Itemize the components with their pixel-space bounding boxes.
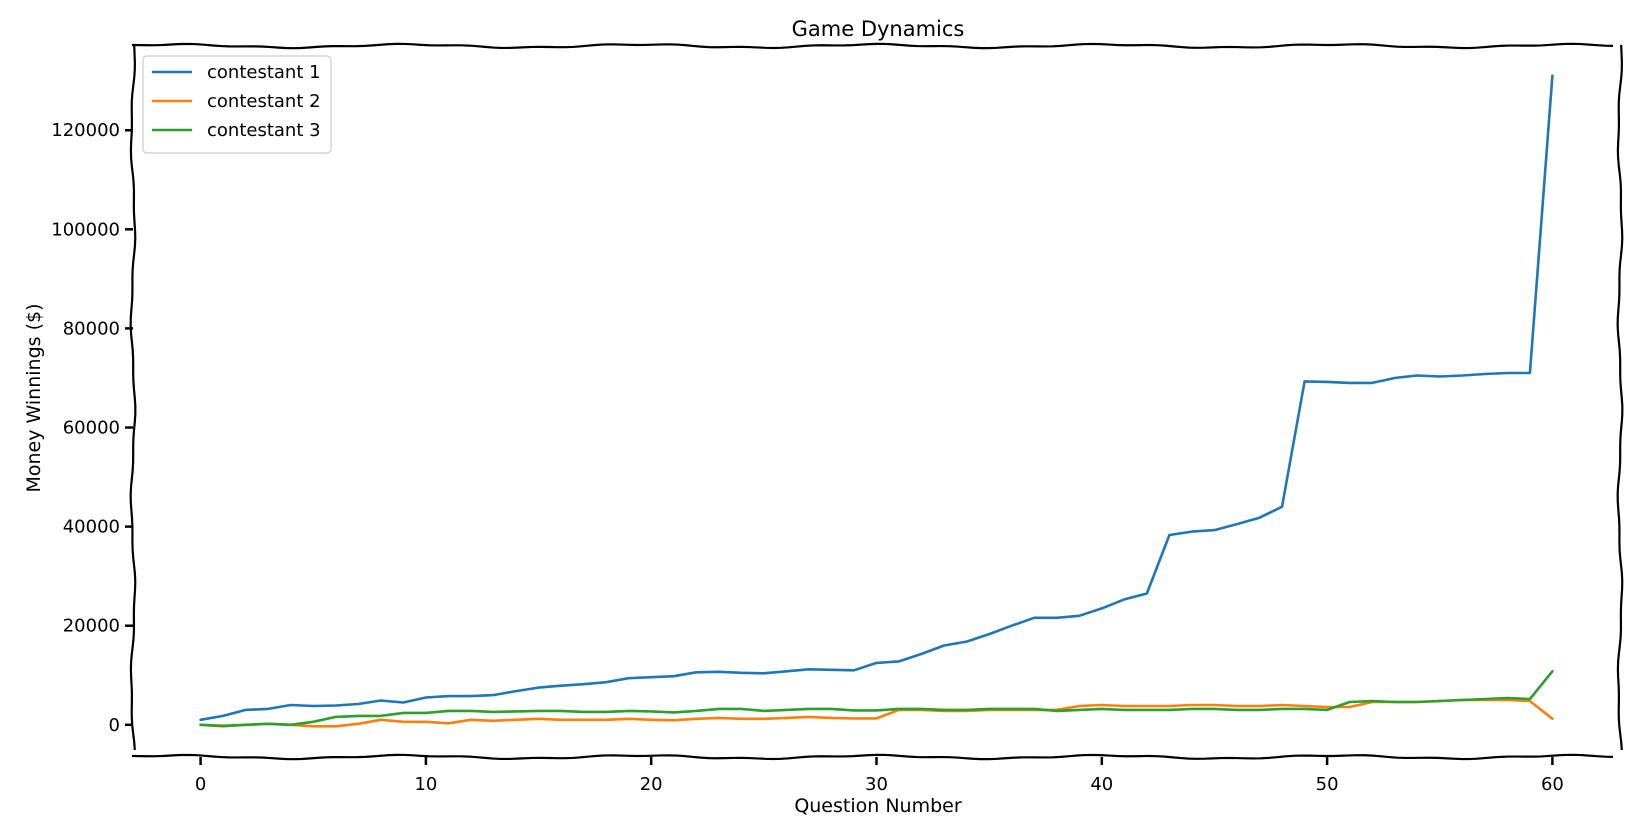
chart-title: Game Dynamics	[792, 17, 965, 41]
legend-label: contestant 2	[207, 91, 321, 112]
y-tick-label: 0	[109, 715, 120, 736]
x-tick-label: 40	[1090, 774, 1113, 795]
y-tick-label: 100000	[51, 219, 120, 240]
frame-right	[1616, 44, 1624, 751]
legend-label: contestant 1	[207, 62, 321, 83]
y-axis-ticks: 0 20000 40000 60000 80000 100000 120000	[51, 120, 133, 736]
x-tick-label: 50	[1316, 774, 1339, 795]
frame-bottom	[131, 753, 1614, 761]
x-tick-label: 30	[865, 774, 888, 795]
y-tick-label: 40000	[63, 517, 120, 538]
series-line-contestant-3	[199, 669, 1554, 728]
frame-top	[131, 42, 1614, 50]
frame-left	[129, 44, 137, 751]
y-axis-label: Money Winnings ($)	[23, 304, 45, 493]
y-tick-label: 60000	[63, 418, 120, 439]
series-line-contestant-2	[199, 698, 1554, 728]
legend: contestant 1 contestant 2 contestant 3	[142, 55, 332, 154]
legend-label: contestant 3	[207, 120, 321, 141]
x-axis-ticks: 0 10 20 30 40 50 60	[195, 757, 1564, 795]
x-tick-label: 10	[414, 774, 437, 795]
x-tick-label: 0	[195, 774, 206, 795]
series-line-contestant-1	[199, 74, 1554, 722]
x-tick-label: 20	[640, 774, 663, 795]
x-tick-label: 60	[1541, 774, 1564, 795]
x-axis-label: Question Number	[794, 795, 962, 817]
y-tick-label: 120000	[51, 120, 120, 141]
y-tick-label: 20000	[63, 616, 120, 637]
y-tick-label: 80000	[63, 318, 120, 339]
plot-frame	[129, 42, 1624, 761]
series-layer	[199, 74, 1554, 728]
